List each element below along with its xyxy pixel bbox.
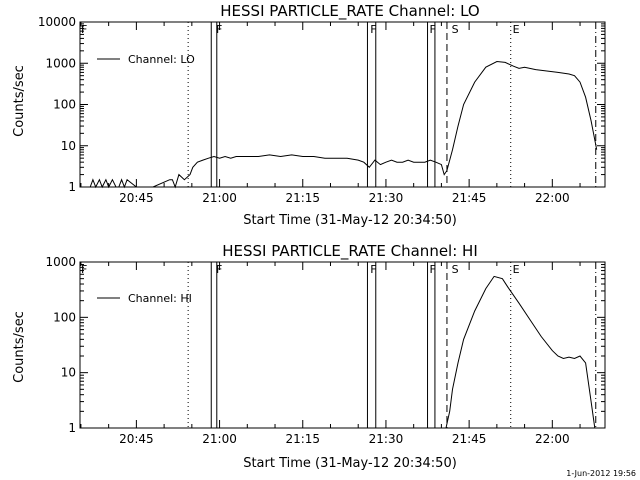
y-tick-label: 10000 — [38, 15, 76, 29]
legend-label: Channel: HI — [128, 292, 192, 305]
marker-label: F — [429, 23, 435, 36]
x-tick-label: 21:00 — [202, 432, 237, 446]
marker-label: F — [216, 23, 222, 36]
x-tick-label: 22:00 — [535, 191, 570, 205]
y-tick-label: 1 — [68, 180, 76, 194]
plot-frame — [79, 261, 606, 429]
chart-panel-lo: HESSI PARTICLE_RATE Channel: LO Start Ti… — [12, 2, 606, 228]
chart-title: HESSI PARTICLE_RATE Channel: HI — [222, 242, 478, 261]
y-tick-label: 1000 — [45, 255, 76, 269]
marker-label: F — [370, 23, 376, 36]
series-line — [445, 275, 596, 429]
x-tick-label: 20:45 — [119, 432, 154, 446]
x-tick-label: 22:00 — [535, 432, 570, 446]
plot-frame — [79, 21, 606, 188]
y-axis-label: Counts/sec — [12, 311, 27, 383]
x-tick-label: 20:45 — [119, 191, 154, 205]
x-tick-label: 21:45 — [452, 191, 487, 205]
y-tick-label: 10 — [61, 139, 76, 153]
marker-label: E — [513, 23, 520, 36]
legend-label: Channel: LO — [128, 53, 195, 66]
marker-label: F — [429, 263, 435, 276]
y-tick-label: 1000 — [45, 56, 76, 70]
y-tick-label: 100 — [53, 310, 76, 324]
x-tick-label: 21:15 — [285, 432, 320, 446]
marker-label: F — [370, 263, 376, 276]
marker-label: F — [216, 263, 222, 276]
x-tick-label: 21:30 — [369, 432, 404, 446]
y-tick-label: 10 — [61, 366, 76, 380]
marker-label: S — [452, 23, 459, 36]
y-tick-label: 100 — [53, 98, 76, 112]
footer-timestamp: 1-Jun-2012 19:56 — [566, 469, 636, 478]
marker-label: E — [513, 263, 520, 276]
x-tick-label: 21:00 — [202, 191, 237, 205]
x-axis-label: Start Time (31-May-12 20:34:50) — [243, 213, 457, 228]
chart-title: HESSI PARTICLE_RATE Channel: LO — [220, 2, 479, 21]
x-tick-label: 21:45 — [452, 432, 487, 446]
x-tick-label: 21:30 — [369, 191, 404, 205]
series-line — [80, 60, 598, 189]
marker-label: S — [452, 263, 459, 276]
chart-panel-hi: HESSI PARTICLE_RATE Channel: HI Start Ti… — [12, 242, 606, 471]
y-tick-label: 1 — [68, 421, 76, 435]
marker-label: F — [81, 263, 87, 276]
x-tick-label: 21:15 — [285, 191, 320, 205]
marker-label: F — [81, 23, 87, 36]
x-axis-label: Start Time (31-May-12 20:34:50) — [243, 456, 457, 471]
y-axis-label: Counts/sec — [12, 65, 27, 137]
